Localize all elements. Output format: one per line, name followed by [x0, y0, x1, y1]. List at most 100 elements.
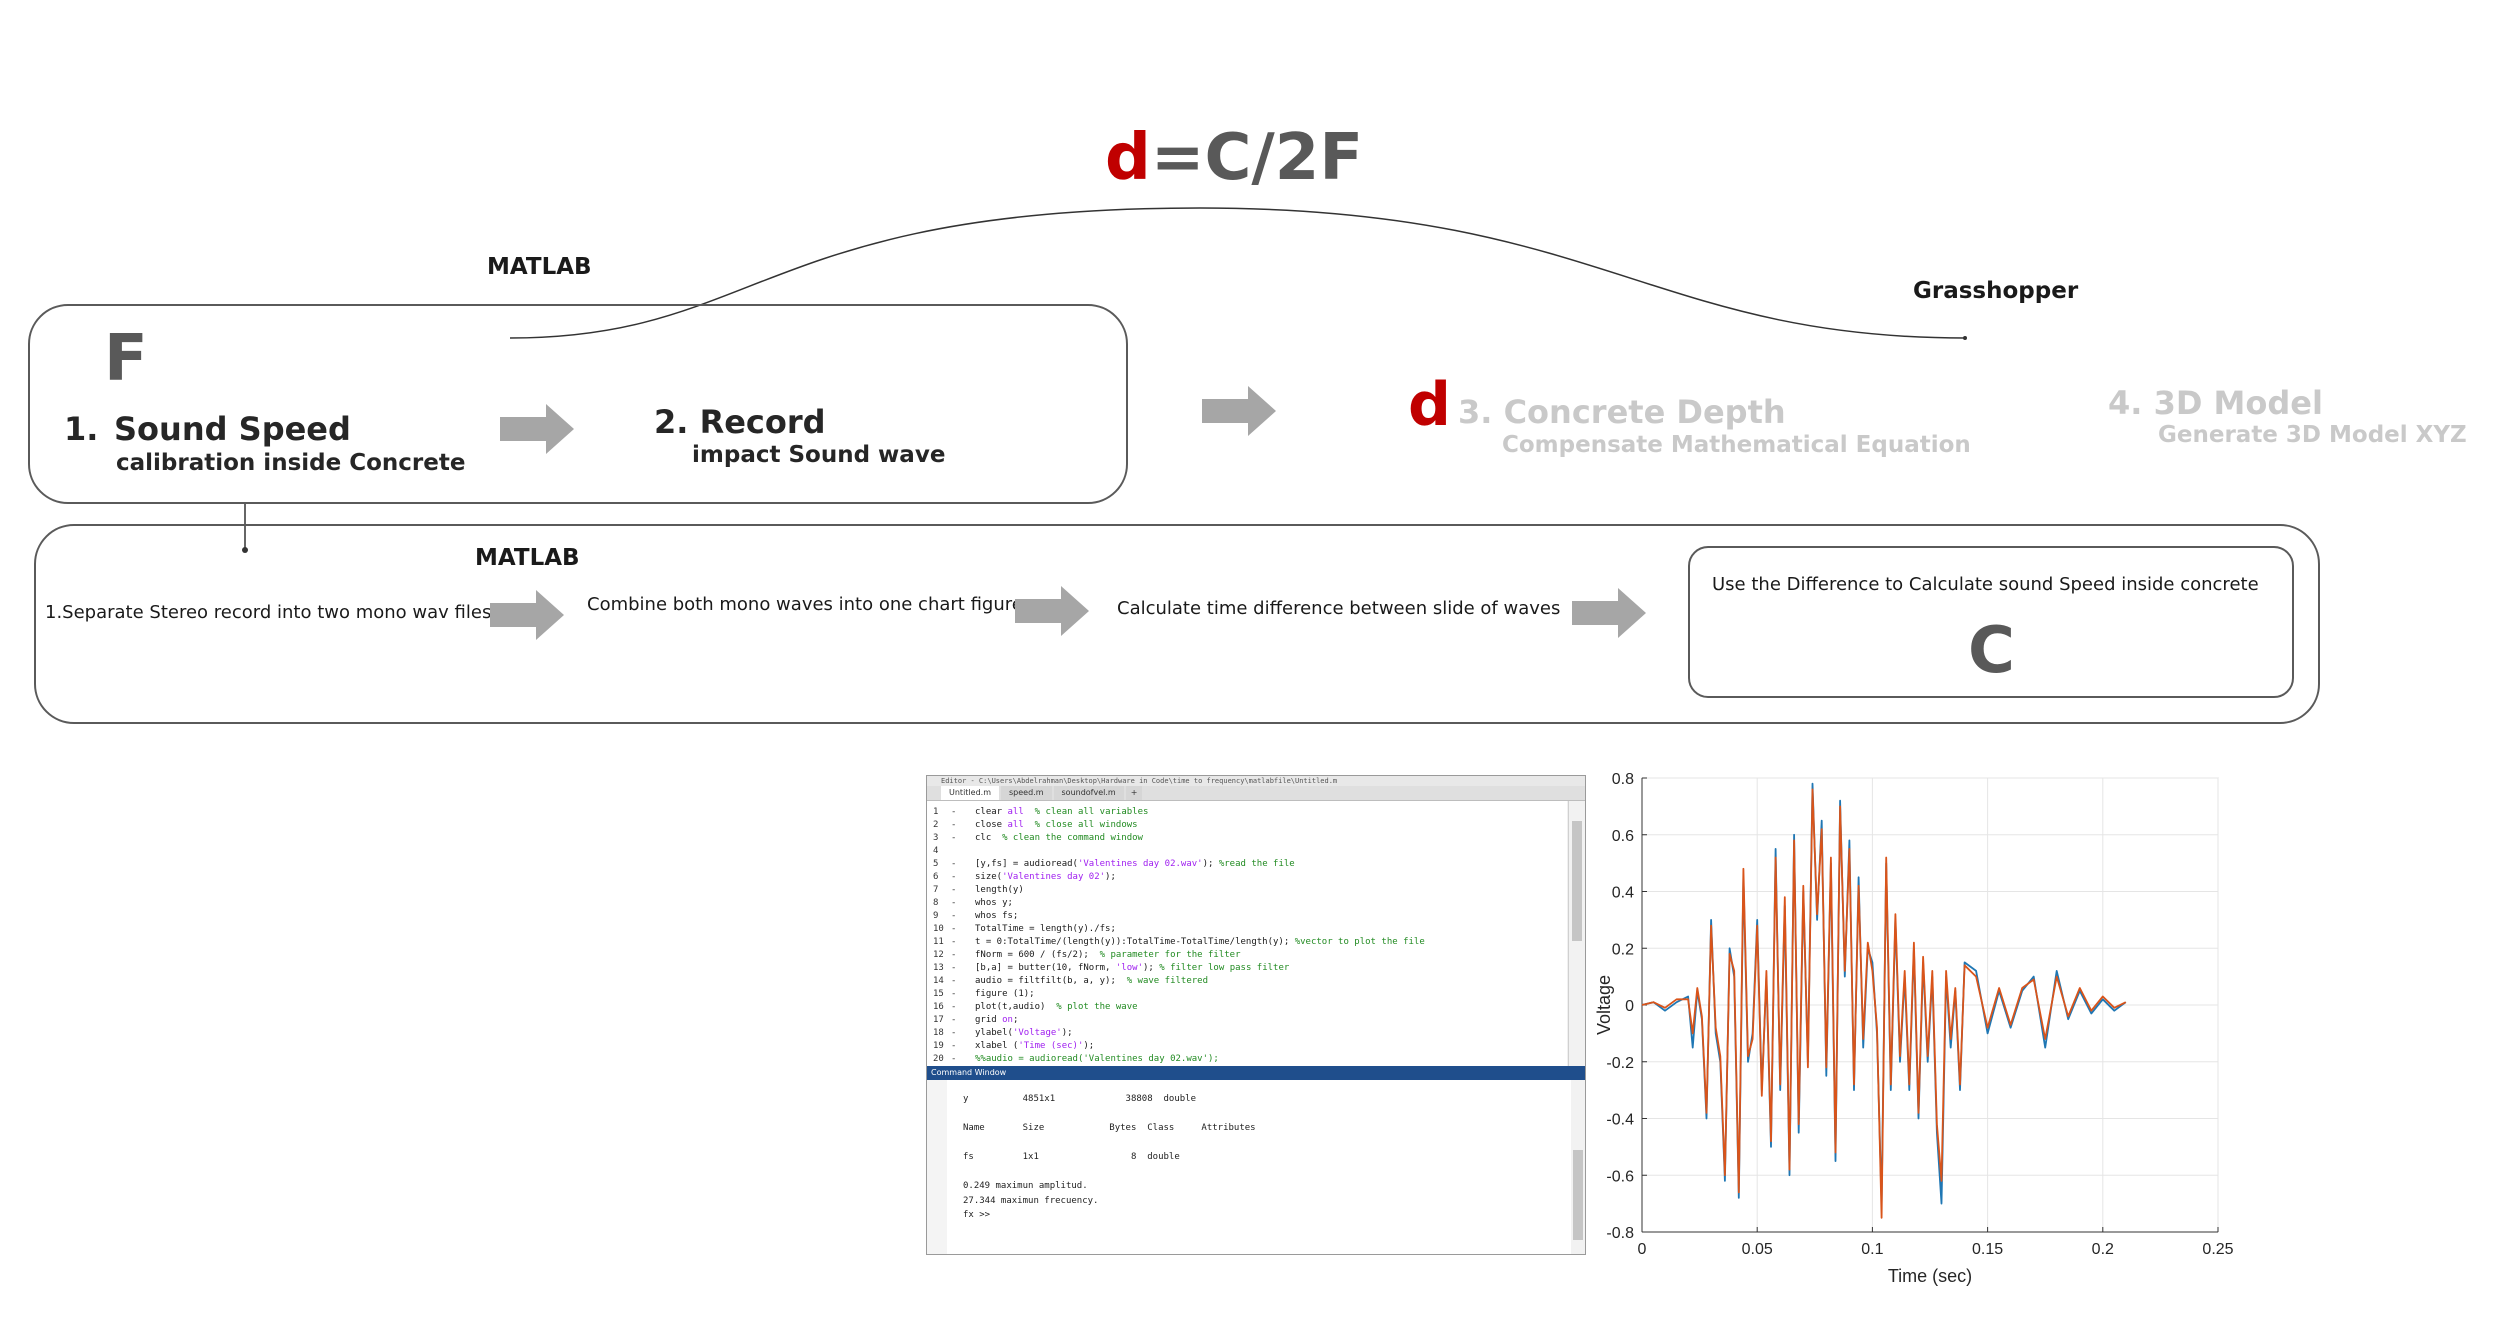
step4-title: 4. 3D Model: [2108, 384, 2323, 422]
y-tick-label: -0.4: [1606, 1112, 1634, 1129]
tab-untitled[interactable]: Untitled.m: [941, 786, 999, 800]
d-letter: d: [1408, 370, 1451, 440]
code-text: t = 0:TotalTime/(length(y)):TotalTime-To…: [975, 937, 1425, 947]
stage1-box: [28, 304, 1128, 504]
step-b-text: Combine both mono waves into one chart f…: [587, 594, 1023, 615]
code-text: plot(t,audio) % plot the wave: [975, 1002, 1138, 1012]
command-window[interactable]: y 4851x1 38808 double Name Size Bytes Cla…: [927, 1080, 1585, 1254]
code-line[interactable]: 11- t = 0:TotalTime/(length(y)):TotalTime…: [927, 935, 1547, 950]
breakpoint-marker[interactable]: -: [951, 1028, 957, 1038]
speed-result-box: [1688, 546, 2294, 698]
line-number: 12: [933, 950, 944, 960]
editor-scrollbar[interactable]: [1568, 801, 1585, 1066]
breakpoint-marker[interactable]: -: [951, 950, 957, 960]
code-line[interactable]: 17- grid on;: [927, 1013, 1547, 1028]
code-line[interactable]: 13- [b,a] = butter(10, fNorm, 'low'); % f…: [927, 961, 1547, 976]
line-number: 14: [933, 976, 944, 986]
breakpoint-marker[interactable]: -: [951, 820, 957, 830]
code-line[interactable]: 6 - size('Valentines day 02');: [927, 870, 1547, 885]
breakpoint-marker[interactable]: -: [951, 963, 957, 973]
command-output-line: fs 1x1 8 double: [963, 1152, 1180, 1162]
tab-speed[interactable]: speed.m: [1000, 786, 1052, 800]
y-tick-label: -0.6: [1606, 1168, 1634, 1185]
command-output-line: Name Size Bytes Class Attributes: [963, 1123, 1256, 1133]
code-line[interactable]: 18- ylabel('Voltage');: [927, 1026, 1547, 1041]
editor-title: Editor - C:\Users\Abdelrahman\Desktop\Ha…: [927, 776, 1585, 786]
code-area[interactable]: 1 - clear all % clean all variables 2 - close…: [927, 801, 1567, 1066]
code-line[interactable]: 12- fNorm = 600 / (fs/2); % parameter for…: [927, 948, 1547, 963]
line-number: 8: [933, 898, 939, 908]
line-number: 10: [933, 924, 944, 934]
breakpoint-marker[interactable]: -: [951, 976, 957, 986]
command-output-line: 0.249 maximun amplitud.: [963, 1181, 1088, 1191]
x-axis-label: Time (sec): [1888, 1266, 1972, 1286]
command-output-line: y 4851x1 38808 double: [963, 1094, 1196, 1104]
breakpoint-marker[interactable]: -: [951, 833, 957, 843]
matlab-top-label: MATLAB: [487, 254, 592, 280]
breakpoint-marker[interactable]: -: [951, 1015, 957, 1025]
step4-subtitle: Generate 3D Model XYZ: [2158, 422, 2467, 448]
editor-scroll-thumb[interactable]: [1572, 821, 1582, 941]
subflow-box: [34, 524, 2320, 724]
line-number: 9: [933, 911, 939, 921]
breakpoint-marker[interactable]: -: [951, 924, 957, 934]
breakpoint-marker[interactable]: -: [951, 898, 957, 908]
voltage-chart: 0 0.05 0.1 0.15 0.2 0.25 -0.8 -0.6 -0.4 -0.2 0 0.2 0…: [1594, 771, 2234, 1286]
code-line[interactable]: 2 - close all % close all windows: [927, 818, 1547, 833]
code-line[interactable]: 10- TotalTime = length(y)./fs;: [927, 922, 1547, 937]
code-line[interactable]: 9 - whos fs;: [927, 909, 1547, 924]
y-axis-label: Voltage: [1594, 975, 1614, 1035]
code-text: clear all % clean all variables: [975, 807, 1149, 817]
code-line[interactable]: 7 - length(y): [927, 883, 1547, 898]
breakpoint-marker[interactable]: -: [951, 872, 957, 882]
code-line[interactable]: 8 - whos y;: [927, 896, 1547, 911]
x-tick-label: 0.1: [1861, 1241, 1883, 1258]
step3-subtitle: Compensate Mathematical Equation: [1502, 432, 1971, 458]
code-text: size('Valentines day 02');: [975, 872, 1116, 882]
y-tick-label: -0.2: [1606, 1055, 1634, 1072]
line-number: 17: [933, 1015, 944, 1025]
step1-title: Sound Speed: [114, 410, 351, 448]
step-a-text: 1.Separate Stereo record into two mono w…: [45, 602, 492, 623]
code-text: fNorm = 600 / (fs/2); % parameter for th…: [975, 950, 1241, 960]
line-number: 20: [933, 1054, 944, 1064]
code-text: ylabel('Voltage');: [975, 1028, 1073, 1038]
tab-soundofvel[interactable]: soundofvel.m: [1053, 786, 1124, 800]
breakpoint-marker[interactable]: -: [951, 859, 957, 869]
breakpoint-marker[interactable]: -: [951, 989, 957, 999]
code-line[interactable]: 5 - [y,fs] = audioread('Valentines day 02.…: [927, 857, 1547, 872]
x-tick-label: 0.2: [2092, 1241, 2114, 1258]
y-tick-label: 0.8: [1612, 771, 1634, 788]
code-line[interactable]: 19- xlabel ('Time (sec)');: [927, 1039, 1547, 1054]
step3-title: 3. Concrete Depth: [1458, 393, 1786, 431]
y-tick-label: 0: [1625, 998, 1634, 1015]
breakpoint-marker[interactable]: -: [951, 1054, 957, 1064]
code-line[interactable]: 4: [927, 844, 1547, 859]
code-text: %%audio = audioread('Valentines day 02.w…: [975, 1054, 1219, 1064]
breakpoint-marker[interactable]: -: [951, 885, 957, 895]
breakpoint-marker[interactable]: -: [951, 911, 957, 921]
code-line[interactable]: 3 - clc % clean the command window: [927, 831, 1547, 846]
y-tick-label: 0.6: [1612, 828, 1634, 845]
command-window-scrollbar[interactable]: [1571, 1080, 1585, 1254]
step-c-text: Calculate time difference between slide …: [1117, 598, 1561, 619]
formula: d=C/2F: [1105, 118, 1363, 198]
breakpoint-marker[interactable]: -: [951, 937, 957, 947]
breakpoint-marker[interactable]: -: [951, 807, 957, 817]
command-window-scroll-thumb[interactable]: [1573, 1150, 1583, 1240]
line-number: 2: [933, 820, 939, 830]
breakpoint-marker[interactable]: -: [951, 1041, 957, 1051]
step1-subtitle: calibration inside Concrete: [116, 450, 466, 476]
code-text: [b,a] = butter(10, fNorm, 'low'); % filt…: [975, 963, 1290, 973]
code-line[interactable]: 1 - clear all % clean all variables: [927, 805, 1547, 820]
breakpoint-marker[interactable]: -: [951, 1002, 957, 1012]
code-line[interactable]: 20- %%audio = audioread('Valentines day 0…: [927, 1052, 1547, 1067]
code-line[interactable]: 16- plot(t,audio) % plot the wave: [927, 1000, 1547, 1015]
code-line[interactable]: 15- figure (1);: [927, 987, 1547, 1002]
line-number: 18: [933, 1028, 944, 1038]
x-tick-label: 0.25: [2202, 1241, 2233, 1258]
code-line[interactable]: 14- audio = filtfilt(b, a, y); % wave fil…: [927, 974, 1547, 989]
command-output-line: fx >>: [963, 1210, 996, 1220]
new-tab-button[interactable]: +: [1125, 786, 1143, 800]
code-text: whos fs;: [975, 911, 1019, 921]
